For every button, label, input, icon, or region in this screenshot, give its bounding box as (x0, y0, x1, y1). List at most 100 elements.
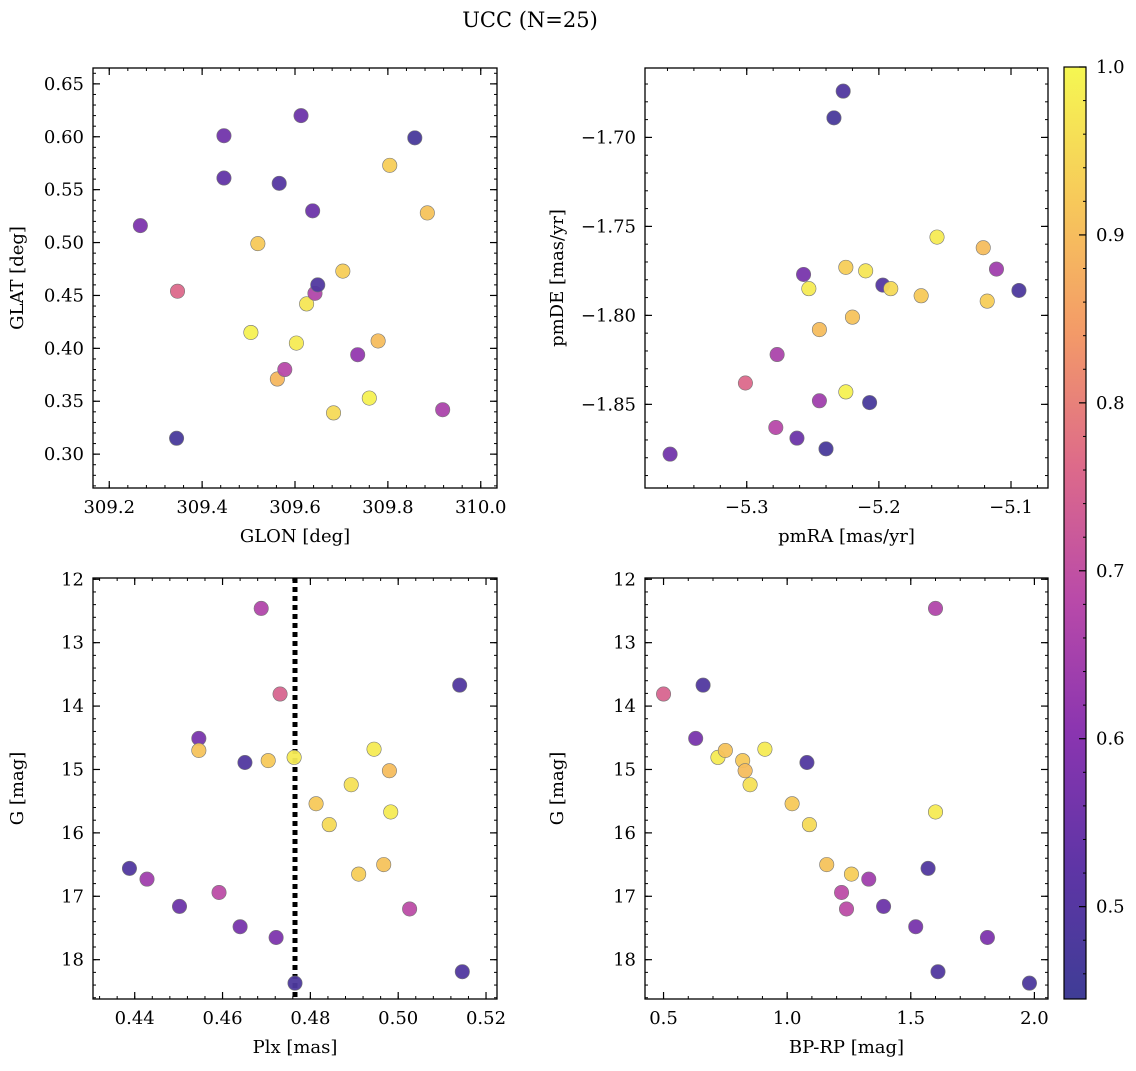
data-point (419, 205, 435, 221)
y-axis-label: G [mag] (7, 752, 28, 825)
panel-plx-g: 0.44 0.46 0.48 0.50 0.52 12 13 14 15 16 17 18 Plx [m… (7, 569, 506, 1058)
y-tick-label: 16 (61, 823, 84, 844)
x-tick-label: −5.2 (857, 497, 901, 518)
data-point (929, 229, 945, 245)
y-tick-label: 12 (613, 569, 636, 590)
y-tick-label: 17 (613, 886, 636, 907)
data-point (383, 804, 399, 820)
data-point (351, 866, 367, 882)
y-axis-label: GLAT [deg] (7, 226, 28, 330)
data-point (843, 866, 859, 882)
data-point (132, 218, 148, 234)
y-axis-label: pmDE [mas/yr] (547, 209, 568, 347)
data-point (172, 898, 188, 914)
x-axis-label: Plx [mas] (253, 1037, 338, 1058)
data-point (768, 419, 784, 435)
x-tick-label: 2.0 (1020, 1008, 1049, 1029)
data-point (796, 266, 812, 282)
y-tick-label: 18 (61, 950, 84, 971)
data-point (688, 730, 704, 746)
x-tick-label: 0.48 (290, 1008, 330, 1029)
y-tick-label: 0.30 (44, 444, 84, 465)
y-tick-label: 15 (61, 759, 84, 780)
x-axis-label: GLON [deg] (240, 526, 350, 547)
data-point (979, 293, 995, 309)
y-tick-label: 0.50 (44, 233, 84, 254)
data-point (908, 919, 924, 935)
data-point (237, 755, 253, 771)
panel-glon-glat: 309.2 309.4 309.6 309.8 310.0 0.30 0.35 0.40 0.4… (7, 67, 507, 547)
data-point (784, 796, 800, 812)
x-tick-label: −5.3 (725, 497, 769, 518)
data-point (769, 347, 785, 363)
x-tick-label: 309.8 (362, 497, 414, 518)
data-point (435, 402, 451, 418)
y-tick-label: 0.60 (44, 127, 84, 148)
plot-frame (644, 67, 1049, 489)
data-point (402, 901, 418, 917)
data-point (801, 281, 817, 297)
x-tick-label: 0.44 (115, 1008, 155, 1029)
data-point (271, 175, 287, 191)
y-tick-label: 0.65 (44, 74, 84, 95)
y-tick-label: 15 (613, 759, 636, 780)
x-tick-label: 0.5 (649, 1008, 678, 1029)
panel-pmra-pmde: −5.3 −5.2 −5.1 −1.70 −1.75 −1.80 −1.85 pmRA [ma… (547, 67, 1049, 547)
data-point (139, 871, 155, 887)
data-point (819, 857, 835, 873)
colorbar-tick-label: 1.0 (1096, 57, 1125, 78)
colorbar-tick-label: 0.5 (1096, 897, 1125, 918)
data-point (211, 884, 227, 900)
data-point (835, 83, 851, 99)
data-point (382, 157, 398, 173)
data-point (260, 753, 276, 769)
data-point (305, 203, 321, 219)
x-tick-label: 0.46 (203, 1008, 243, 1029)
colorbar-gradient (1063, 66, 1087, 1000)
y-tick-label: −1.85 (581, 394, 636, 415)
data-point (1021, 975, 1037, 991)
data-point (883, 281, 899, 297)
data-point (326, 405, 342, 421)
data-point (818, 441, 834, 457)
x-tick-label: 310.0 (455, 497, 507, 518)
data-point (737, 763, 753, 779)
data-point (169, 430, 185, 446)
data-point (826, 110, 842, 126)
data-point (834, 884, 850, 900)
data-point (170, 283, 186, 299)
colorbar-tick-label: 0.9 (1096, 225, 1125, 246)
data-point (913, 288, 929, 304)
data-point (454, 964, 470, 980)
data-point (656, 686, 672, 702)
data-point (277, 362, 293, 378)
data-point (811, 393, 827, 409)
y-tick-label: −1.80 (581, 305, 636, 326)
data-point (343, 777, 359, 793)
data-point (232, 919, 248, 935)
y-axis-label: G [mag] (547, 752, 568, 825)
data-point (321, 817, 337, 833)
y-tick-label: 12 (61, 569, 84, 590)
y-tick-label: 14 (61, 696, 84, 717)
data-point (838, 259, 854, 275)
data-point (376, 857, 392, 873)
data-point (695, 677, 711, 693)
data-point (920, 860, 936, 876)
data-point (742, 777, 758, 793)
data-point (928, 804, 944, 820)
data-point (858, 263, 874, 279)
data-point (308, 796, 324, 812)
y-tick-label: 18 (613, 950, 636, 971)
data-point (737, 375, 753, 391)
data-point (253, 600, 269, 616)
data-point (272, 686, 288, 702)
data-point (288, 335, 304, 351)
x-tick-label: 1.0 (773, 1008, 802, 1029)
data-point (861, 871, 877, 887)
panel-bprp-g: 0.5 1.0 1.5 2.0 12 13 14 15 16 17 18 BP-RP [mag] G [… (547, 569, 1049, 1058)
data-point (988, 261, 1004, 277)
data-point (250, 236, 266, 252)
x-axis-label: BP-RP [mag] (789, 1037, 904, 1058)
data-point (381, 763, 397, 779)
